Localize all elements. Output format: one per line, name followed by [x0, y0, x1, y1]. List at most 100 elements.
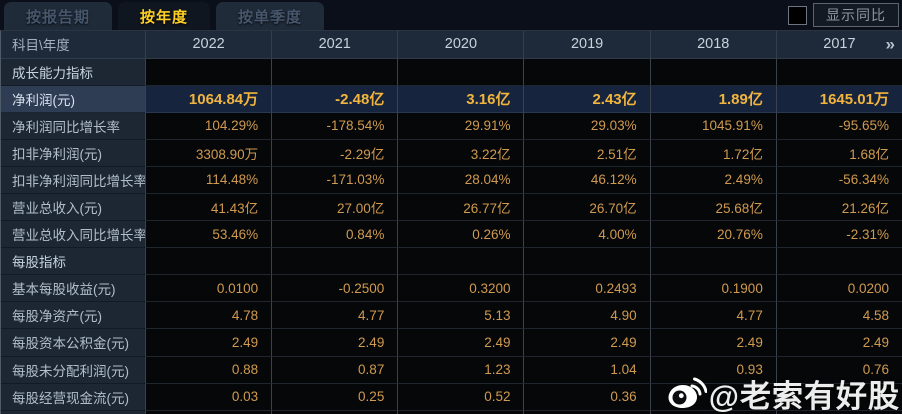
more-years-chevron-icon[interactable]: » [885, 34, 895, 54]
cell-value: 1.68亿 [775, 139, 902, 167]
cell-value [271, 58, 398, 86]
cell-value [775, 248, 902, 276]
row-label: 每股经营现金流(元) [1, 383, 145, 411]
cell-value: -2.48亿 [271, 85, 398, 113]
cell-value: 4.00% [523, 221, 650, 249]
cell-value: -56.34% [775, 166, 902, 194]
cell-value: 5.13 [397, 302, 524, 330]
year-header: 2018 [649, 31, 776, 59]
cell-value: 0.52 [397, 383, 524, 411]
cell-value: 4.77 [649, 302, 776, 330]
cell-value: 0.88 [145, 356, 272, 384]
cell-value: 4.58 [775, 302, 902, 330]
cell-value: 2.43亿 [523, 85, 650, 113]
cell-value: 0.1900 [649, 275, 776, 303]
cell-value: 26.70亿 [523, 193, 650, 222]
cell-value: 3.22亿 [397, 139, 524, 167]
cell-value: -2.29亿 [271, 139, 398, 167]
table-header-row: 科目\年度 2022 2021 2020 2019 2018 2017 » [1, 31, 902, 59]
cell-value: 1064.84万 [145, 85, 272, 113]
cell-value [775, 58, 902, 86]
cell-value: 4.77 [271, 302, 398, 330]
cell-value: -178.54% [271, 112, 398, 140]
table-row[interactable]: 扣非净利润(元) 3308.90万 -2.29亿 3.22亿 2.51亿 1.7… [1, 139, 902, 167]
cell-value: 4.78 [145, 302, 272, 330]
table-row[interactable]: 成长能力指标 [1, 58, 902, 86]
cell-value: 3.16亿 [397, 85, 524, 113]
table-row[interactable]: 每股未分配利润(元) 0.88 0.87 1.23 1.04 0.93 0.76 [1, 356, 902, 384]
table-row[interactable]: 每股经营现金流(元) 0.03 0.25 0.52 0.36 [1, 383, 902, 411]
cell-value: 2.49 [649, 329, 776, 357]
period-tabbar: 按报告期 按年度 按单季度 显示同比 [0, 0, 902, 30]
cell-value: 0.84% [271, 221, 398, 249]
row-label: 基本每股收益(元) [1, 275, 145, 303]
cell-value: 3308.90万 [145, 139, 272, 167]
cell-value: 0.0100 [145, 275, 272, 303]
cell-value [397, 248, 524, 276]
year-header: 2019 [523, 31, 650, 59]
row-label: 每股未分配利润(元) [1, 356, 145, 384]
tab-by-single-quarter[interactable]: 按单季度 [216, 2, 325, 30]
cell-value: 2.49 [145, 329, 272, 357]
cell-value: -95.65% [775, 112, 902, 140]
cell-value: 46.12% [523, 166, 650, 194]
table-row[interactable]: 扣非净利润同比增长率 114.48% -171.03% 28.04% 46.12… [1, 166, 902, 194]
row-label: 扣非净利润(元) [1, 139, 145, 167]
cell-value [649, 248, 776, 276]
cell-value [523, 58, 650, 86]
cell-value: 53.46% [145, 221, 272, 249]
row-label: 净利润(元) [1, 85, 145, 113]
row-label: 营业总收入(元) [1, 193, 145, 222]
table-row[interactable]: 每股指标 [1, 248, 902, 276]
cell-value: 28.04% [397, 166, 524, 194]
table-row[interactable]: 营业总收入同比增长率 53.46% 0.84% 0.26% 4.00% 20.7… [1, 221, 902, 249]
cell-value: 0.03 [145, 383, 272, 411]
cell-value: 2.49 [523, 329, 650, 357]
cell-value: 0.25 [271, 383, 398, 411]
cell-value: 1.04 [523, 356, 650, 384]
cell-value: 1045.91% [649, 112, 776, 140]
cell-value [145, 58, 272, 86]
tab-by-year[interactable]: 按年度 [118, 2, 211, 30]
cell-value: 0.36 [523, 383, 650, 411]
cell-value: 0.2493 [523, 275, 650, 303]
row-label: 成长能力指标 [1, 58, 145, 86]
cell-value: 0.93 [649, 356, 776, 384]
cell-value: 29.03% [523, 112, 650, 140]
cell-value [523, 248, 650, 276]
cell-value: 20.76% [649, 221, 776, 249]
cell-value [271, 248, 398, 276]
row-label: 净利润同比增长率 [1, 112, 145, 140]
cell-value: 1.89亿 [649, 85, 776, 113]
show-yoy-checkbox[interactable] [788, 5, 807, 25]
cell-value: 27.00亿 [271, 193, 398, 222]
tab-by-report-period[interactable]: 按报告期 [4, 2, 113, 30]
cell-value: 0.87 [271, 356, 398, 384]
table-row[interactable]: 每股资本公积金(元) 2.49 2.49 2.49 2.49 2.49 2.49 [1, 329, 902, 357]
cell-value [775, 383, 902, 411]
table-row[interactable]: 基本每股收益(元) 0.0100 -0.2500 0.3200 0.2493 0… [1, 275, 902, 303]
cell-value: 1645.01万 [775, 85, 902, 113]
year-header: 2021 [271, 31, 398, 59]
table-row[interactable]: 净利润同比增长率 104.29% -178.54% 29.91% 29.03% … [1, 112, 902, 140]
cell-value: 2.49 [397, 329, 524, 357]
table-row-partial [1, 410, 902, 414]
cell-value: 1.23 [397, 356, 524, 384]
cell-value: 29.91% [397, 112, 524, 140]
cell-value: -0.2500 [271, 275, 398, 303]
year-header: 2020 [397, 31, 524, 59]
cell-value: 26.77亿 [397, 193, 524, 222]
cell-value: 104.29% [145, 112, 272, 140]
corner-label: 科目\年度 [1, 31, 145, 59]
table-row[interactable]: 每股净资产(元) 4.78 4.77 5.13 4.90 4.77 4.58 [1, 302, 902, 330]
show-yoy-label[interactable]: 显示同比 [813, 3, 899, 27]
cell-value: 2.49% [649, 166, 776, 194]
row-label: 营业总收入同比增长率 [1, 221, 145, 249]
year-header: 2017 » [775, 31, 902, 59]
table-row[interactable]: 营业总收入(元) 41.43亿 27.00亿 26.77亿 26.70亿 25.… [1, 193, 902, 222]
cell-value: 2.51亿 [523, 139, 650, 167]
cell-value: 0.76 [775, 356, 902, 384]
financials-table: 科目\年度 2022 2021 2020 2019 2018 2017 » 成长… [0, 30, 902, 414]
year-header: 2022 [145, 31, 272, 59]
table-row[interactable]: 净利润(元) 1064.84万 -2.48亿 3.16亿 2.43亿 1.89亿… [1, 85, 902, 113]
